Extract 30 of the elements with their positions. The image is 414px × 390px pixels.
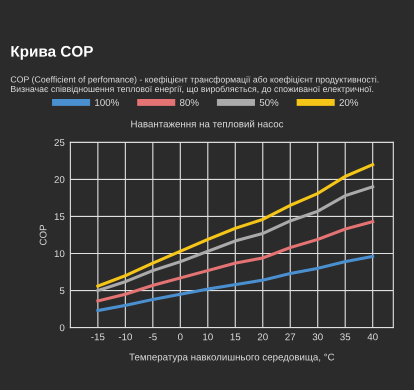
- legend-title: Навантаження на тепловий насос: [131, 120, 284, 128]
- legend-label: 100%: [95, 99, 119, 106]
- x-axis-title: Температура навколишнього середовища, °C: [129, 354, 334, 362]
- x-tick-label: 20: [258, 333, 268, 340]
- legend-label: 20%: [340, 99, 358, 106]
- y-tick-label: 0: [60, 324, 64, 332]
- legend-label: 80%: [180, 99, 199, 106]
- y-tick-label: 20: [54, 176, 64, 184]
- line-series: [96, 185, 374, 292]
- y-tick-label: 15: [54, 213, 64, 220]
- line-series: [96, 163, 374, 288]
- line-series: [96, 254, 374, 312]
- chart-subtitle: COP (Coefficient of perfomance) - коефіцієнт трансформації або коефіцієнт продуктивності. Визначає співвідношення теплової енергії, що виробляється, до споживаної електричної.: [10, 76, 378, 94]
- y-tick-label: 25: [54, 139, 64, 146]
- y-tick-label: 10: [54, 250, 64, 258]
- chart-title: Крива COP: [11, 46, 93, 60]
- y-tick-label: 5: [60, 287, 64, 294]
- x-tick-label: -15: [91, 334, 104, 340]
- x-tick-label: 27: [285, 333, 296, 340]
- x-tick-label: 15: [230, 334, 240, 340]
- x-tick-label: -10: [118, 333, 132, 340]
- legend-label: 50%: [260, 99, 278, 106]
- x-tick-label: 0: [178, 333, 183, 340]
- x-tick-label: -5: [148, 334, 157, 340]
- x-tick-label: 40: [368, 333, 378, 340]
- y-axis-title: COP: [40, 224, 47, 246]
- x-tick-label: 30: [312, 333, 323, 340]
- line-series: [96, 220, 374, 302]
- x-tick-label: 10: [203, 333, 213, 340]
- x-tick-label: 35: [340, 333, 350, 340]
